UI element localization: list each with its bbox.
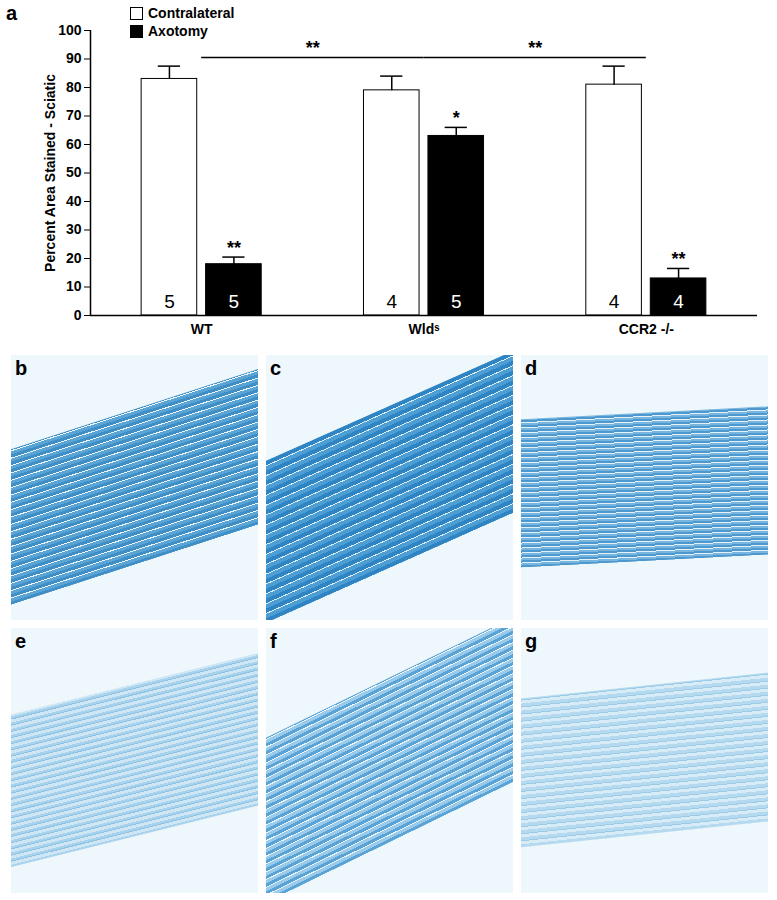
svg-text:40: 40 — [66, 193, 82, 209]
html-text:e: e — [15, 630, 27, 652]
svg-text:30: 30 — [66, 221, 82, 237]
svg-text:4: 4 — [609, 291, 620, 312]
svg-text:70: 70 — [66, 107, 82, 123]
svg-text:100: 100 — [58, 22, 82, 38]
svg-text:10: 10 — [66, 278, 82, 294]
svg-text:**: ** — [672, 249, 686, 269]
html-text:Contralateral: Contralateral — [148, 5, 235, 21]
svg-text:60: 60 — [66, 136, 82, 152]
svg-text:**: ** — [528, 38, 542, 58]
svg-text:4: 4 — [673, 291, 684, 312]
svg-text:WT: WT — [191, 321, 213, 337]
svg-text:CCR2 -/-: CCR2 -/- — [619, 321, 675, 337]
svg-text:50: 50 — [66, 164, 82, 180]
html-text:f: f — [270, 630, 277, 652]
svg-text:4: 4 — [386, 291, 397, 312]
svg-text:20: 20 — [66, 250, 82, 266]
svg-text:90: 90 — [66, 50, 82, 66]
svg-text:5: 5 — [451, 291, 462, 312]
svg-text:5: 5 — [229, 291, 240, 312]
html-text:b: b — [15, 357, 28, 379]
svg-text:*: * — [453, 108, 460, 128]
html-text:g: g — [525, 630, 538, 652]
svg-text:80: 80 — [66, 79, 82, 95]
html-text:c: c — [270, 357, 282, 379]
svg-text:**: ** — [227, 238, 241, 258]
svg-text:5: 5 — [164, 291, 175, 312]
html-text:d: d — [525, 357, 538, 379]
svg-text:**: ** — [306, 38, 320, 58]
svg-text:Percent Area Stained - Sciatic: Percent Area Stained - Sciatic — [42, 74, 58, 272]
html-text:Axotomy: Axotomy — [148, 23, 208, 39]
svg-text:0: 0 — [74, 307, 82, 323]
html-text:a: a — [6, 2, 18, 24]
svg-text:Wldˢ: Wldˢ — [409, 321, 440, 337]
